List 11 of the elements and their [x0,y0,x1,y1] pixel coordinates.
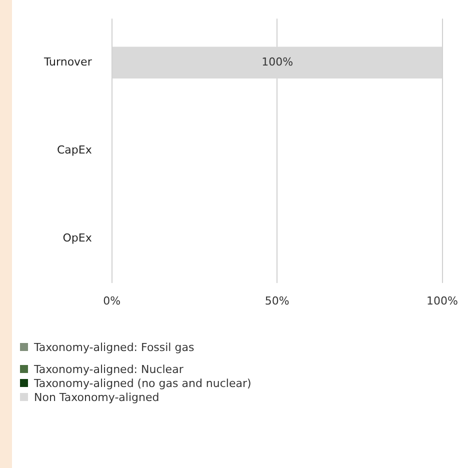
x-tick-label: 50% [264,294,290,308]
data-label: 100% [262,55,294,68]
legend-label: Taxonomy-aligned: Fossil gas [34,340,194,354]
y-tick-label: OpEx [62,232,92,245]
x-tick-label: 0% [103,294,121,308]
legend-label: Taxonomy-aligned: Nuclear [34,362,184,376]
y-tick-label: CapEx [56,144,92,157]
legend-label: Taxonomy-aligned (no gas and nuclear) [34,376,252,390]
legend-label: Non Taxonomy-aligned [34,390,160,404]
x-tick-label: 100% [426,294,458,308]
y-tick-label: Turnover [42,55,92,68]
